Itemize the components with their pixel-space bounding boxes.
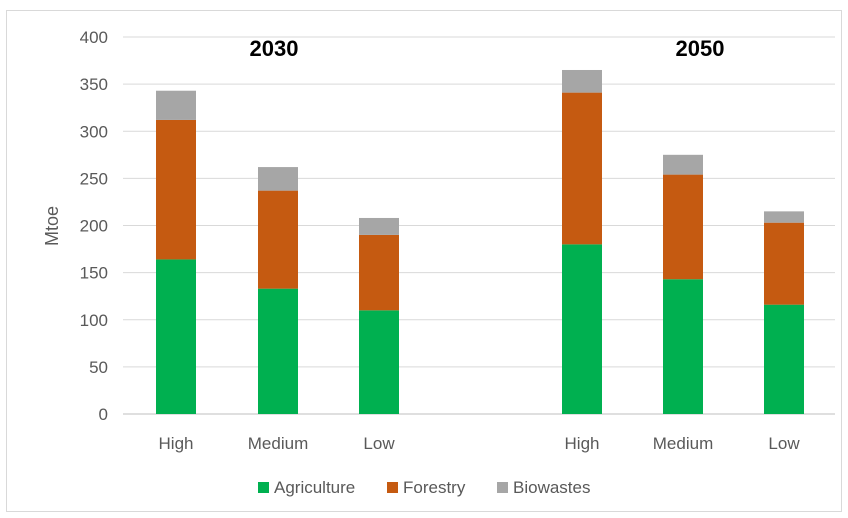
legend-label-forestry: Forestry xyxy=(403,478,466,497)
y-tick-label: 50 xyxy=(89,358,108,377)
y-tick-label: 150 xyxy=(80,264,108,283)
bar-2050-high-forestry xyxy=(562,92,602,245)
bar-2030-low-forestry xyxy=(359,234,399,311)
bar-2050-high-agriculture xyxy=(562,244,602,414)
legend-swatch-biowastes xyxy=(497,482,508,493)
bar-2050-low-forestry xyxy=(764,222,804,305)
legend-label-biowastes: Biowastes xyxy=(513,478,590,497)
bar-2030-high-agriculture xyxy=(156,259,196,414)
y-tick-label: 100 xyxy=(80,311,108,330)
y-tick-label: 350 xyxy=(80,75,108,94)
bar-2050-low-agriculture xyxy=(764,304,804,414)
y-axis-label: Mtoe xyxy=(42,206,62,246)
gridlines xyxy=(123,36,835,415)
legend-swatch-agriculture xyxy=(258,482,269,493)
bars xyxy=(156,69,804,414)
bar-2030-low-biowastes xyxy=(359,217,399,235)
bar-2030-medium-forestry xyxy=(258,190,298,289)
group-title: 2050 xyxy=(676,36,725,61)
bar-2050-low-biowastes xyxy=(764,211,804,223)
group-title: 2030 xyxy=(250,36,299,61)
y-tick-label: 0 xyxy=(99,405,108,424)
x-tick-label: Medium xyxy=(653,434,713,453)
bar-2050-medium-biowastes xyxy=(663,154,703,175)
bar-2050-medium-forestry xyxy=(663,174,703,280)
bar-2050-high-biowastes xyxy=(562,69,602,93)
y-axis-ticks: 0 50 100 150 200 250 300 350 400 xyxy=(80,28,108,424)
y-tick-label: 250 xyxy=(80,169,108,188)
legend: Agriculture Forestry Biowastes xyxy=(258,478,590,497)
bar-2030-medium-agriculture xyxy=(258,288,298,414)
x-tick-label: Medium xyxy=(248,434,308,453)
x-tick-label: Low xyxy=(363,434,395,453)
legend-swatch-forestry xyxy=(387,482,398,493)
y-tick-label: 200 xyxy=(80,217,108,236)
x-axis-ticks: High Medium Low High Medium Low xyxy=(159,434,801,453)
x-tick-label: High xyxy=(159,434,194,453)
group-titles: 2030 2050 xyxy=(250,36,725,61)
x-tick-label: High xyxy=(565,434,600,453)
bar-2030-high-forestry xyxy=(156,119,196,260)
bar-2030-medium-biowastes xyxy=(258,167,298,191)
bar-2030-low-agriculture xyxy=(359,310,399,414)
y-tick-label: 300 xyxy=(80,122,108,141)
x-tick-label: Low xyxy=(768,434,800,453)
y-tick-label: 400 xyxy=(80,28,108,47)
bar-2030-high-biowastes xyxy=(156,90,196,120)
legend-label-agriculture: Agriculture xyxy=(274,478,355,497)
bar-2050-medium-agriculture xyxy=(663,279,703,414)
